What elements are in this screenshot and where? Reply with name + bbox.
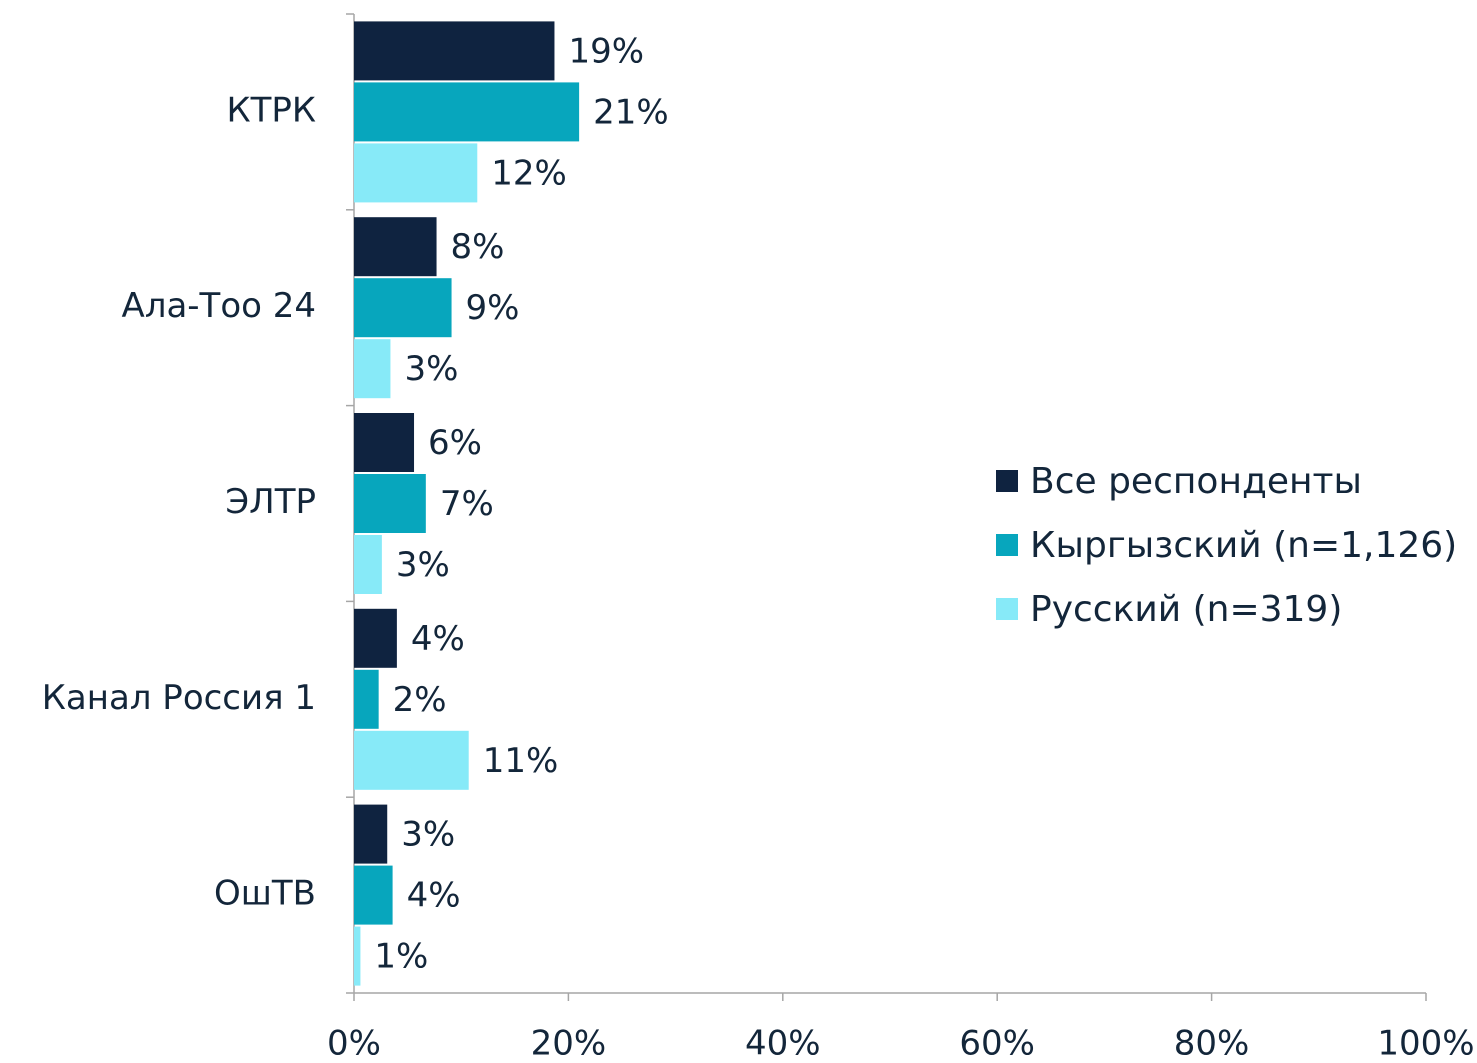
value-label: 11% xyxy=(483,741,559,781)
value-label: 8% xyxy=(451,227,505,267)
legend-label: Русский (n=319) xyxy=(1030,589,1342,630)
category-label: Ала-Тоо 24 xyxy=(121,286,316,326)
x-tick-label: 20% xyxy=(531,1024,607,1063)
bar xyxy=(354,217,437,277)
value-label: 12% xyxy=(491,153,567,193)
category-label: ОшТВ xyxy=(214,874,316,914)
legend-swatch xyxy=(996,598,1018,620)
category-label: КТРК xyxy=(226,90,316,130)
bar xyxy=(354,730,469,790)
bar xyxy=(354,474,426,533)
legend-swatch xyxy=(996,534,1018,556)
legend-label: Все респонденты xyxy=(1030,461,1362,502)
bar xyxy=(354,413,415,472)
bar xyxy=(354,82,580,142)
category-label: ЭЛТР xyxy=(225,482,316,522)
value-label: 4% xyxy=(407,876,461,916)
bar xyxy=(354,339,391,399)
x-tick-label: 40% xyxy=(745,1024,821,1063)
bar xyxy=(354,535,382,594)
value-label: 7% xyxy=(440,484,494,524)
bar xyxy=(354,278,452,338)
value-label: 1% xyxy=(374,937,428,977)
x-tick-label: 0% xyxy=(327,1024,381,1063)
legend-swatch xyxy=(996,470,1018,492)
legend-label: Кыргызский (n=1,126) xyxy=(1030,525,1457,566)
x-tick-label: 80% xyxy=(1174,1024,1250,1063)
value-label: 9% xyxy=(466,288,520,328)
value-label: 19% xyxy=(568,31,644,71)
value-label: 2% xyxy=(393,680,447,720)
value-label: 3% xyxy=(404,349,458,389)
value-label: 3% xyxy=(396,545,450,585)
bar xyxy=(354,804,388,864)
value-label: 6% xyxy=(428,423,482,463)
bar xyxy=(354,669,379,729)
bar xyxy=(354,21,555,81)
bar xyxy=(354,926,361,986)
value-label: 21% xyxy=(593,92,669,132)
x-tick-label: 60% xyxy=(959,1024,1035,1063)
value-label: 4% xyxy=(411,619,465,659)
value-label: 3% xyxy=(401,815,455,855)
category-label: Канал Россия 1 xyxy=(42,678,316,718)
x-tick-label: 100% xyxy=(1377,1024,1474,1063)
bar xyxy=(354,865,393,925)
bar xyxy=(354,143,478,203)
bar xyxy=(354,608,397,668)
